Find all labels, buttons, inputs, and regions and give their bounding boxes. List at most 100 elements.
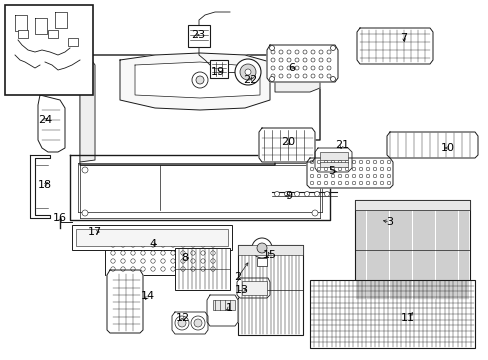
Circle shape: [244, 69, 250, 75]
Circle shape: [310, 58, 314, 62]
Circle shape: [317, 174, 320, 178]
Circle shape: [309, 160, 313, 164]
Circle shape: [359, 174, 362, 178]
Circle shape: [372, 181, 376, 185]
Circle shape: [345, 167, 348, 171]
Circle shape: [351, 160, 355, 164]
Circle shape: [294, 192, 299, 197]
Circle shape: [257, 243, 266, 253]
Circle shape: [141, 251, 145, 255]
Circle shape: [311, 210, 317, 216]
Circle shape: [380, 174, 383, 178]
Circle shape: [170, 267, 175, 271]
Circle shape: [386, 167, 390, 171]
Circle shape: [181, 243, 185, 247]
Circle shape: [190, 243, 195, 247]
Bar: [309, 280, 474, 348]
Circle shape: [309, 181, 313, 185]
Circle shape: [324, 167, 327, 171]
Circle shape: [386, 160, 390, 164]
Circle shape: [284, 192, 289, 197]
Text: 13: 13: [235, 285, 248, 295]
Circle shape: [351, 181, 355, 185]
Polygon shape: [70, 155, 329, 220]
Circle shape: [345, 181, 348, 185]
Circle shape: [294, 50, 298, 54]
Text: 7: 7: [400, 33, 407, 43]
Circle shape: [150, 259, 155, 263]
Circle shape: [181, 259, 185, 263]
Circle shape: [314, 192, 319, 197]
Circle shape: [372, 174, 376, 178]
Text: 22: 22: [243, 75, 257, 85]
Text: 16: 16: [53, 213, 67, 223]
Circle shape: [279, 58, 283, 62]
Circle shape: [359, 167, 362, 171]
Circle shape: [111, 267, 115, 271]
Circle shape: [303, 50, 306, 54]
Circle shape: [130, 251, 135, 255]
Circle shape: [351, 174, 355, 178]
Circle shape: [318, 50, 323, 54]
Circle shape: [141, 243, 145, 247]
Circle shape: [317, 160, 320, 164]
Polygon shape: [259, 128, 314, 162]
Text: 2: 2: [234, 272, 241, 282]
Circle shape: [386, 181, 390, 185]
Polygon shape: [30, 155, 50, 218]
Circle shape: [330, 77, 335, 81]
Circle shape: [161, 267, 165, 271]
Text: 6: 6: [288, 63, 295, 73]
Bar: [238, 245, 303, 335]
Polygon shape: [107, 270, 142, 333]
Circle shape: [201, 259, 205, 263]
Circle shape: [318, 66, 323, 70]
Circle shape: [324, 192, 329, 197]
Text: 5: 5: [328, 166, 335, 176]
Circle shape: [150, 243, 155, 247]
Circle shape: [345, 160, 348, 164]
Circle shape: [196, 76, 203, 84]
Circle shape: [130, 243, 135, 247]
Text: 1: 1: [225, 303, 232, 313]
Circle shape: [130, 259, 135, 263]
Bar: [213, 300, 235, 310]
Polygon shape: [306, 158, 392, 188]
Circle shape: [310, 74, 314, 78]
Text: 12: 12: [176, 313, 190, 323]
Circle shape: [366, 181, 369, 185]
Circle shape: [380, 181, 383, 185]
Circle shape: [326, 66, 330, 70]
Text: 23: 23: [190, 30, 204, 40]
Circle shape: [270, 66, 274, 70]
Text: 15: 15: [263, 250, 276, 260]
Circle shape: [310, 50, 314, 54]
Circle shape: [82, 167, 88, 173]
Circle shape: [170, 259, 175, 263]
Circle shape: [338, 181, 341, 185]
Circle shape: [111, 259, 115, 263]
Circle shape: [286, 50, 290, 54]
Circle shape: [121, 267, 125, 271]
Text: 11: 11: [400, 313, 414, 323]
Circle shape: [181, 251, 185, 255]
Circle shape: [121, 243, 125, 247]
Text: 14: 14: [141, 291, 155, 301]
Bar: [18, 30, 28, 38]
Circle shape: [372, 160, 376, 164]
Text: 24: 24: [38, 115, 52, 125]
Circle shape: [141, 267, 145, 271]
Polygon shape: [80, 55, 319, 165]
Text: 3: 3: [386, 217, 393, 227]
Circle shape: [111, 251, 115, 255]
Circle shape: [318, 74, 323, 78]
Circle shape: [317, 167, 320, 171]
Circle shape: [170, 243, 175, 247]
Bar: [257, 258, 266, 266]
Circle shape: [269, 45, 274, 50]
Circle shape: [201, 243, 205, 247]
Circle shape: [303, 66, 306, 70]
Circle shape: [181, 267, 185, 271]
Circle shape: [338, 160, 341, 164]
Text: 17: 17: [88, 227, 102, 237]
